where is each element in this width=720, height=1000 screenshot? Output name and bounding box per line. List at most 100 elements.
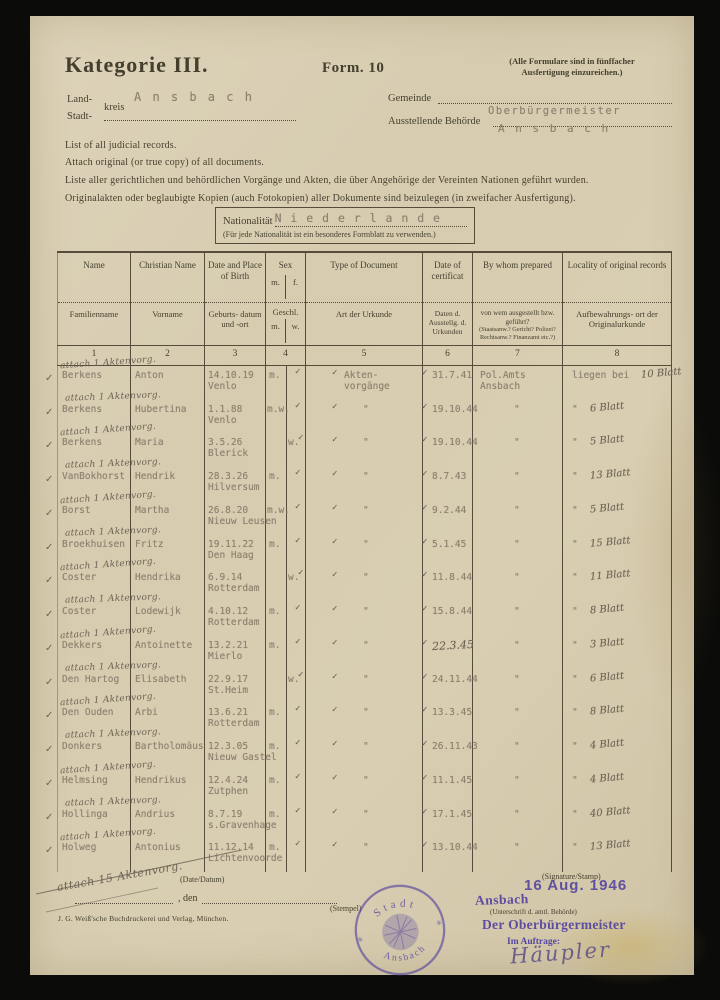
column-number-row: 1 2 3 4 5 6 7 8 (57, 345, 672, 366)
birth-cell: 22.9.17 St.Heim (205, 669, 266, 704)
family-name-cell: Borst (57, 500, 131, 535)
table-header: Name Familienname Christian Name Vorname… (57, 253, 672, 345)
prepared-by-cell: " (473, 568, 563, 603)
locality-cell: liegen bei 10 Blatt (563, 366, 682, 400)
check-mark-icon: ✓ (298, 669, 304, 680)
table-row: ✓ attach 1 Aktenvorg. Berkens Hubertina … (45, 390, 672, 434)
prepared-by-cell: " (473, 804, 563, 839)
gemeinde-label: Gemeinde (388, 93, 432, 104)
seal-star-icon: ✳ (356, 935, 365, 945)
document-type-cell: ✓ " (306, 737, 423, 771)
check-mark-icon: ✓ (298, 568, 304, 579)
sheet-count-handwritten: 5 Blatt (589, 433, 625, 448)
prepared-by-cell: " (473, 467, 563, 501)
printer-imprint: J. G. Weiß'sche Buchdruckerei und Verlag… (58, 914, 229, 923)
table-row: ✓ attach 1 Aktenvorg. Berkens Anton 14.1… (45, 355, 682, 400)
check-mark-icon: ✓ (45, 507, 54, 519)
locality-cell: " 4 Blatt (563, 737, 672, 771)
sheet-count-handwritten: 4 Blatt (589, 737, 625, 752)
certificate-date-cell: ✓ 22.3.45 (422, 635, 474, 670)
prepared-by-cell: " (473, 737, 563, 771)
sex-cell: m. ✓ (266, 703, 306, 738)
nationality-label: Nationalität (223, 216, 273, 227)
check-mark-icon: ✓ (295, 535, 301, 546)
certificate-date-cell: ✓ 13.3.45 (422, 703, 473, 738)
check-mark-icon: ✓ (332, 604, 338, 615)
sheet-count-handwritten: 13 Blatt (589, 467, 631, 482)
header-christian-name: Christian Name Vorname (131, 253, 205, 345)
document-type-cell: ✓ " (306, 838, 423, 872)
check-mark-icon: ✓ (45, 609, 54, 621)
check-mark-icon: ✓ (45, 744, 54, 756)
sheet-count-handwritten: 8 Blatt (589, 703, 625, 718)
header-locality: Locality of original records Aufbewahrun… (563, 253, 672, 345)
check-mark-icon: ✓ (45, 406, 54, 418)
family-name-cell: Helmsing (57, 770, 131, 805)
family-name-cell: Berkens (57, 366, 131, 400)
document-type-cell: ✓ " (306, 669, 423, 704)
dotted-line (438, 103, 672, 104)
check-mark-icon: ✓ (332, 806, 338, 817)
certificate-date-cell: ✓ 13.10.44 (422, 838, 478, 872)
date-stamp: 16 Aug. 1946 (524, 877, 628, 894)
records-table: Name Familienname Christian Name Vorname… (45, 251, 682, 872)
kreis-label: kreis (104, 102, 125, 113)
check-mark-icon: ✓ (45, 710, 54, 722)
family-name-cell: Holweg (57, 838, 131, 872)
christian-name-cell: Bartholomäus (131, 737, 205, 771)
check-mark-icon: ✓ (298, 433, 304, 444)
certificate-date-cell: ✓ 11.8.44 (422, 568, 473, 603)
check-mark-icon: ✓ (422, 469, 428, 480)
document-type-cell: ✓ " (306, 635, 423, 670)
birth-cell: 8.7.19 s.Gravenhage (205, 804, 277, 839)
christian-name-cell: Antoinette (131, 635, 205, 670)
birth-cell: 13.2.21 Mierlo (205, 635, 266, 670)
check-mark-icon: ✓ (332, 671, 338, 682)
seal-star-icon: ✳ (435, 918, 444, 928)
sheet-count-handwritten: 6 Blatt (589, 400, 625, 415)
check-mark-icon: ✓ (45, 777, 54, 789)
table-row: ✓ attach 1 Aktenvorg. Berkens Maria 3.5.… (45, 422, 672, 468)
locality-cell: " 15 Blatt (563, 534, 672, 569)
table-row: ✓ attach 1 Aktenvorg. Den Ouden Arbi 13.… (45, 692, 672, 738)
document-type-cell: ✓ Akten- vorgänge (306, 366, 423, 400)
locality-cell: " 8 Blatt (563, 602, 672, 636)
date-field-label: (Date/Datum) (180, 875, 225, 884)
sheet-count-handwritten: 4 Blatt (589, 771, 625, 786)
family-name-cell: Coster (57, 568, 131, 603)
table-row: ✓ attach 1 Aktenvorg. Den Hartog Elisabe… (45, 660, 672, 704)
instruction-line: Liste aller gerichtlichen und behördlich… (65, 175, 589, 186)
table-row: ✓ attach 1 Aktenvorg. VanBokhorst Hendri… (45, 458, 672, 501)
sex-cell: m. ✓ (266, 366, 306, 400)
prepared-by-cell: " (473, 500, 563, 535)
land-stadt-labels: Land- Stadt- (67, 94, 93, 122)
check-mark-icon: ✓ (295, 603, 301, 614)
document-type-cell: ✓ " (306, 703, 423, 738)
check-mark-icon: ✓ (45, 676, 54, 688)
christian-name-cell: Hendrikus (131, 770, 205, 805)
official-signature-label: (Unterschrift d. amtl. Behörde) (490, 908, 577, 916)
issuing-authority-value: A n s b a c h (498, 122, 611, 135)
prepared-by-cell: " (473, 770, 563, 805)
family-name-cell: Dekkers (57, 635, 131, 670)
document-type-cell: ✓ " (306, 602, 423, 636)
header-prepared-by: By whom prepared von wem ausgestellt bzw… (473, 253, 563, 345)
christian-name-cell: Maria (131, 433, 205, 468)
header-name: Name Familienname (57, 253, 131, 345)
check-mark-icon: ✓ (332, 469, 338, 480)
issuing-authority-value: Oberbürgermeister (488, 105, 621, 117)
dotted-line (493, 126, 672, 127)
check-mark-icon: ✓ (295, 367, 301, 377)
christian-name-cell: Hendrik (131, 467, 205, 501)
table-row: ✓ attach 1 Aktenvorg. Dekkers Antoinette… (45, 625, 672, 670)
family-name-cell: Coster (57, 602, 131, 636)
check-mark-icon: ✓ (422, 806, 428, 817)
birth-cell: 11.12.14 Lichtenvoorde (205, 838, 282, 872)
sex-cell: m. ✓ (266, 770, 306, 805)
check-mark-icon: ✓ (295, 805, 301, 816)
sex-cell: m.w. ✓ (266, 500, 306, 535)
check-mark-icon: ✓ (295, 636, 301, 647)
certificate-date-cell: ✓ 24.11.44 (422, 669, 478, 704)
check-mark-icon: ✓ (332, 637, 338, 648)
table-row: ✓ attach 1 Aktenvorg. Borst Martha 26.8.… (45, 490, 672, 535)
